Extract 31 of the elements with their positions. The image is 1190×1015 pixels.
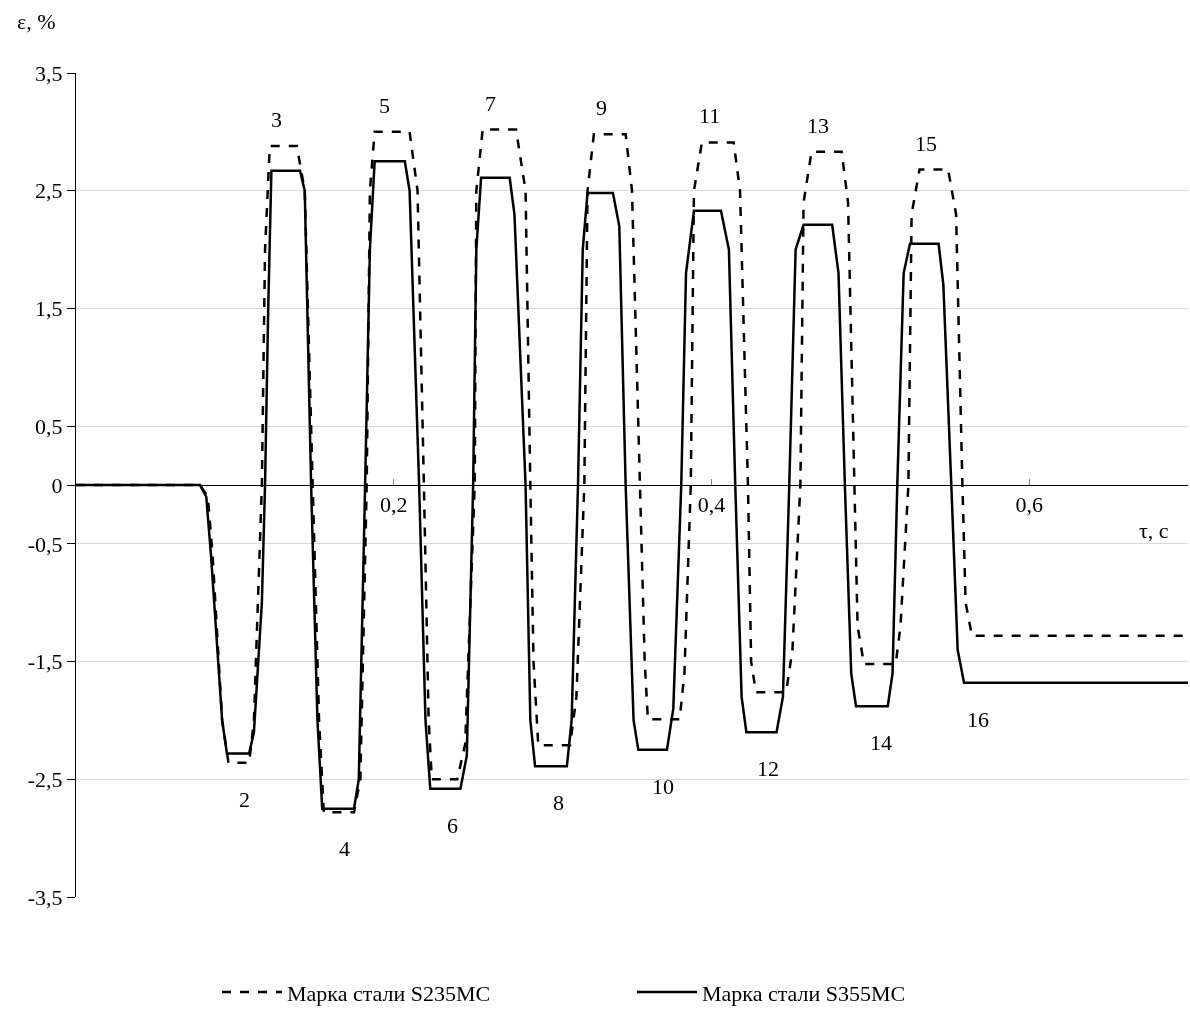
y-tick-label: 2,5: [35, 178, 63, 204]
y-tick-label: -1,5: [27, 649, 63, 675]
annotation: 12: [757, 756, 779, 781]
annotation: 11: [699, 103, 721, 128]
legend-label: Марка стали S355MC: [702, 980, 906, 1006]
annotation: 14: [870, 730, 892, 755]
y-tick-label: -3,5: [27, 884, 63, 910]
annotation: 5: [379, 93, 390, 118]
y-tick-label: 1,5: [35, 296, 63, 322]
annotation: 8: [553, 790, 564, 815]
annotation: 15: [915, 131, 937, 156]
annotation: 13: [807, 113, 829, 138]
y-tick-label: -2,5: [27, 766, 63, 792]
annotation: 10: [652, 774, 674, 799]
annotation: 3: [271, 107, 282, 132]
x-tick-label: 0,2: [379, 492, 408, 518]
legend-label: Марка стали S235MC: [287, 980, 491, 1006]
y-tick-label: 0,5: [35, 413, 63, 439]
y-tick-label: -0,5: [27, 531, 63, 557]
y-tick-label: 3,5: [35, 60, 63, 86]
x-axis-title: τ, c: [1139, 518, 1169, 543]
y-axis-title: ε, %: [17, 9, 56, 34]
y-tick-label: 0: [51, 472, 63, 498]
x-tick-label: 0,4: [697, 492, 726, 518]
annotation: 2: [239, 787, 250, 812]
annotation: 16: [967, 707, 989, 732]
annotation: 7: [485, 91, 496, 116]
x-tick-label: 0,6: [1015, 492, 1043, 518]
annotation: 9: [596, 95, 607, 120]
annotation: 4: [339, 836, 350, 861]
annotation: 6: [447, 813, 458, 838]
